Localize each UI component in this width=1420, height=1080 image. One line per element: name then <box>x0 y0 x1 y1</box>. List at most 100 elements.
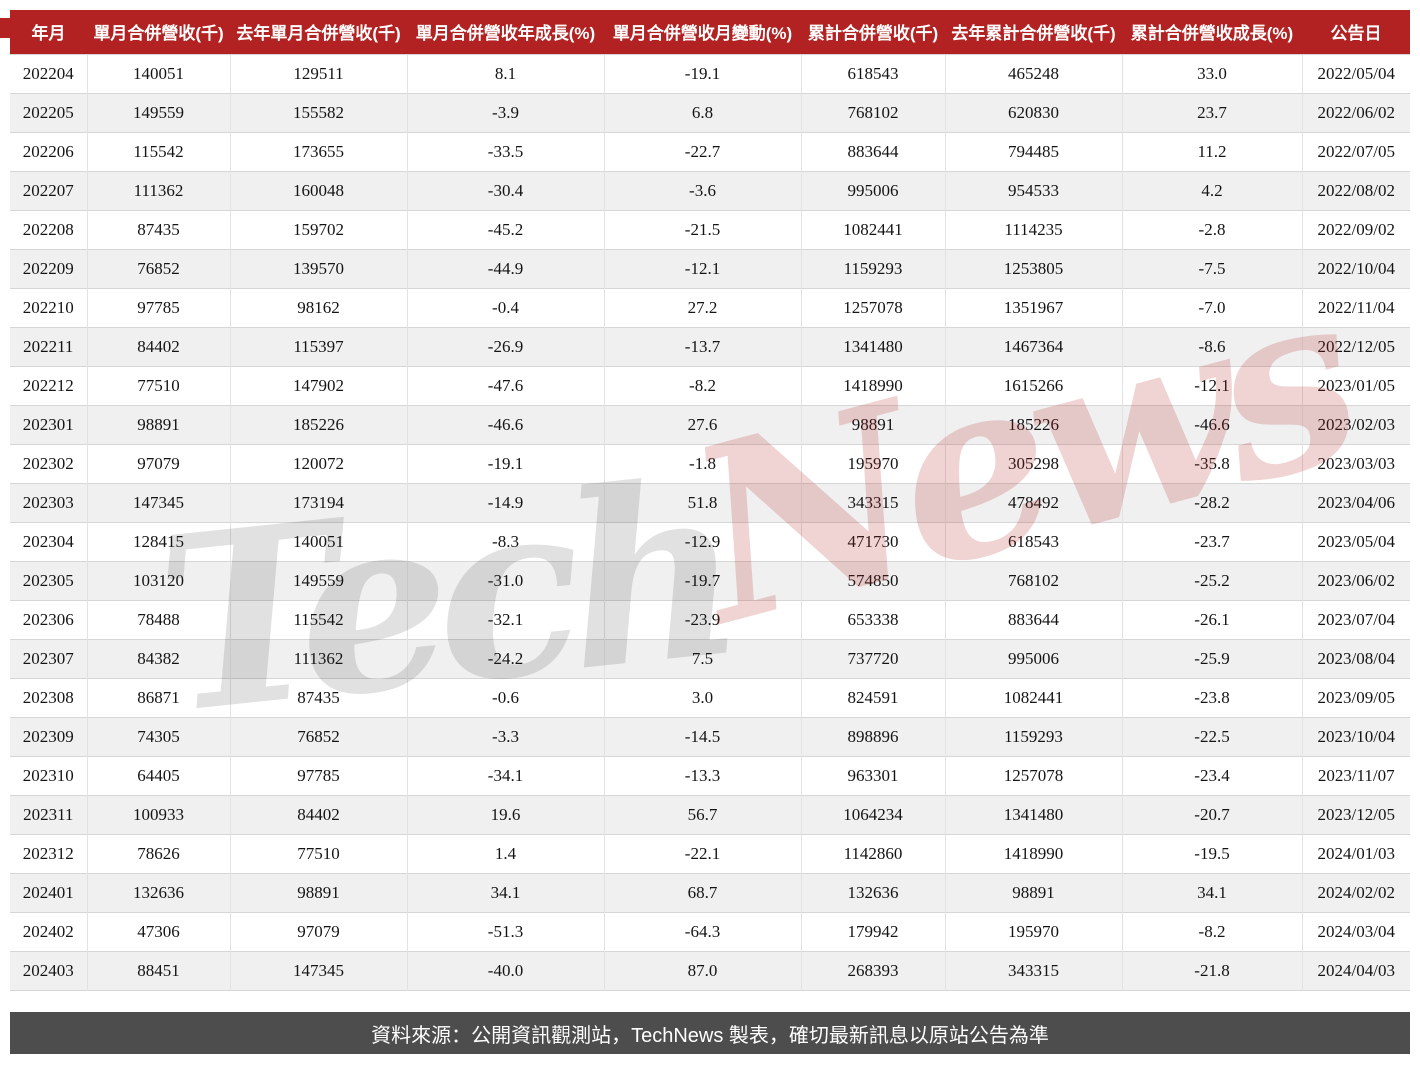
table-cell: -26.1 <box>1121 599 1302 639</box>
table-cell: 2024/03/04 <box>1301 911 1410 951</box>
header-cell: 去年單月合併營收(千) <box>230 10 407 54</box>
table-cell: 98891 <box>229 872 407 912</box>
table-cell: 128415 <box>86 521 230 561</box>
table-cell: 954533 <box>944 170 1122 210</box>
table-cell: 202312 <box>10 833 87 873</box>
table-cell: 3.0 <box>603 677 801 717</box>
table-cell: -25.2 <box>1121 560 1302 600</box>
table-cell: -19.1 <box>406 443 604 483</box>
table-cell: -0.4 <box>406 287 604 327</box>
table-cell: 2022/11/04 <box>1301 287 1410 327</box>
table-cell: 1.4 <box>406 833 604 873</box>
table-cell: -1.8 <box>603 443 801 483</box>
table-cell: 173194 <box>229 482 407 522</box>
table-cell: 97079 <box>229 911 407 951</box>
table-row: 202309 74305 76852 -3.3 -14.5 898896 1159293 -2… <box>10 716 1410 756</box>
table-cell: 202204 <box>10 53 87 93</box>
table-cell: 115542 <box>229 599 407 639</box>
table-cell: 4.2 <box>1121 170 1302 210</box>
left-edge-notch <box>0 18 10 38</box>
table-cell: 185226 <box>229 404 407 444</box>
table-cell: 305298 <box>944 443 1122 483</box>
table-cell: -3.9 <box>406 92 604 132</box>
table-cell: 343315 <box>944 950 1122 990</box>
table-row: 202402 47306 97079 -51.3 -64.3 179942 195970 -8… <box>10 911 1410 951</box>
table-cell: -8.3 <box>406 521 604 561</box>
table-cell: 7.5 <box>603 638 801 678</box>
table-row: 202208 87435 159702 -45.2 -21.5 1082441 111423… <box>10 209 1410 249</box>
table-cell: 768102 <box>800 92 945 132</box>
table-cell: -21.5 <box>603 209 801 249</box>
table-row: 202401 132636 98891 34.1 68.7 132636 98891 34.1… <box>10 872 1410 912</box>
table-cell: -14.9 <box>406 482 604 522</box>
table-cell: 51.8 <box>603 482 801 522</box>
table-cell: 19.6 <box>406 794 604 834</box>
table-cell: 202306 <box>10 599 87 639</box>
table-cell: 56.7 <box>603 794 801 834</box>
table-cell: 87.0 <box>603 950 801 990</box>
table-cell: -35.8 <box>1121 443 1302 483</box>
table-row: 202207 111362 160048 -30.4 -3.6 995006 954533 4… <box>10 170 1410 210</box>
table-row: 202307 84382 111362 -24.2 7.5 737720 995006 -25… <box>10 638 1410 678</box>
table-cell: 202211 <box>10 326 87 366</box>
table-cell: 111362 <box>229 638 407 678</box>
table-cell: 111362 <box>86 170 230 210</box>
table-cell: 1159293 <box>800 248 945 288</box>
table-cell: 147345 <box>86 482 230 522</box>
table-row: 202308 86871 87435 -0.6 3.0 824591 1082441 -23.… <box>10 677 1410 717</box>
table-cell: 2022/10/04 <box>1301 248 1410 288</box>
table-cell: 100933 <box>86 794 230 834</box>
table-cell: 84382 <box>86 638 230 678</box>
table-cell: -14.5 <box>603 716 801 756</box>
table-row: 202212 77510 147902 -47.6 -8.2 1418990 1615266… <box>10 365 1410 405</box>
table-cell: 202206 <box>10 131 87 171</box>
table-cell: 87435 <box>86 209 230 249</box>
table-cell: 2023/03/03 <box>1301 443 1410 483</box>
table-cell: 84402 <box>229 794 407 834</box>
table-cell: -34.1 <box>406 755 604 795</box>
table-cell: -22.7 <box>603 131 801 171</box>
header-row: 年月 單月合併營收(千) 去年單月合併營收(千) 單月合併營收年成長(%) 單月合併營收… <box>10 10 1410 54</box>
table-cell: -0.6 <box>406 677 604 717</box>
table-cell: -46.6 <box>1121 404 1302 444</box>
header-cell: 去年累計合併營收(千) <box>945 10 1122 54</box>
table-cell: 97785 <box>86 287 230 327</box>
table-cell: 202401 <box>10 872 87 912</box>
table-cell: 202403 <box>10 950 87 990</box>
table-cell: -28.2 <box>1121 482 1302 522</box>
table-cell: 78626 <box>86 833 230 873</box>
table-cell: 185226 <box>944 404 1122 444</box>
table-row: 202210 97785 98162 -0.4 27.2 1257078 1351967 -7… <box>10 287 1410 327</box>
table-cell: 202301 <box>10 404 87 444</box>
table-cell: 173655 <box>229 131 407 171</box>
table-cell: 1351967 <box>944 287 1122 327</box>
table-cell: 129511 <box>229 53 407 93</box>
header-cell: 單月合併營收(千) <box>87 10 230 54</box>
table-cell: 465248 <box>944 53 1122 93</box>
table-cell: 6.8 <box>603 92 801 132</box>
header-cell: 年月 <box>10 10 87 54</box>
table-cell: -31.0 <box>406 560 604 600</box>
table-row: 202306 78488 115542 -32.1 -23.9 653338 883644-… <box>10 599 1410 639</box>
table-cell: -24.2 <box>406 638 604 678</box>
table-cell: -2.8 <box>1121 209 1302 249</box>
table-cell: 2023/04/06 <box>1301 482 1410 522</box>
table-cell: 97079 <box>86 443 230 483</box>
table-cell: -13.3 <box>603 755 801 795</box>
table-cell: 27.2 <box>603 287 801 327</box>
table-cell: 471730 <box>800 521 945 561</box>
table-cell: 87435 <box>229 677 407 717</box>
table-cell: -8.2 <box>1121 911 1302 951</box>
table-cell: -51.3 <box>406 911 604 951</box>
table-cell: 995006 <box>800 170 945 210</box>
table-cell: 132636 <box>86 872 230 912</box>
table-cell: -12.1 <box>1121 365 1302 405</box>
table-cell: 1142860 <box>800 833 945 873</box>
table-cell: 963301 <box>800 755 945 795</box>
table-cell: 77510 <box>86 365 230 405</box>
table-cell: 47306 <box>86 911 230 951</box>
table-cell: 1159293 <box>944 716 1122 756</box>
table-cell: 195970 <box>944 911 1122 951</box>
table-cell: -32.1 <box>406 599 604 639</box>
table-cell: -8.2 <box>603 365 801 405</box>
